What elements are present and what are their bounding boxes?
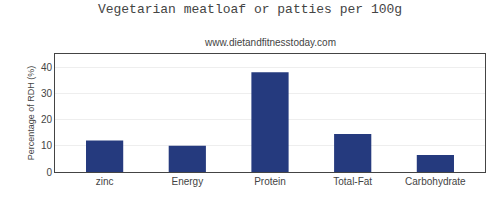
svg-text:40: 40 xyxy=(41,62,53,73)
svg-text:30: 30 xyxy=(41,88,53,99)
svg-text:Energy: Energy xyxy=(171,176,203,187)
svg-text:Vegetarian meatloaf or patties: Vegetarian meatloaf or patties per 100g xyxy=(98,2,402,17)
svg-text:0: 0 xyxy=(46,167,52,178)
svg-text:Carbohydrate: Carbohydrate xyxy=(405,176,466,187)
svg-text:Percentage of RDH (%): Percentage of RDH (%) xyxy=(26,66,36,161)
svg-text:20: 20 xyxy=(41,114,53,125)
svg-text:Protein: Protein xyxy=(254,176,286,187)
svg-text:www.dietandfitnesstoday.com: www.dietandfitnesstoday.com xyxy=(204,37,336,48)
svg-text:Total-Fat: Total-Fat xyxy=(333,176,372,187)
svg-text:zinc: zinc xyxy=(96,176,114,187)
svg-text:10: 10 xyxy=(41,140,53,151)
